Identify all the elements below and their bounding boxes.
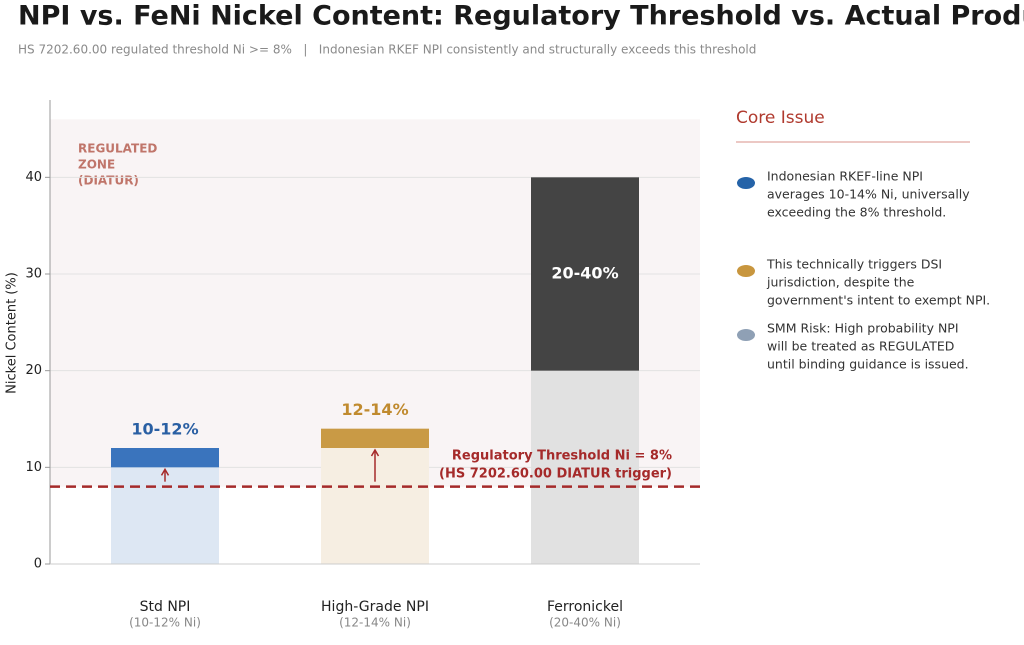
range-label: 12-14% — [341, 400, 408, 419]
range-label: 10-12% — [131, 420, 198, 439]
legend-dot — [737, 329, 755, 341]
legend-dot — [737, 265, 755, 277]
zone-label: (DIATUR) — [78, 174, 139, 188]
base-bar — [531, 370, 639, 564]
x-tick-label: Ferronickel — [547, 599, 623, 615]
panel-text: jurisdiction, despite the — [766, 275, 915, 290]
legend-dot — [737, 177, 755, 189]
zone-label: REGULATED — [78, 142, 157, 156]
threshold-label: (HS 7202.60.00 DIATUR trigger) — [439, 467, 672, 482]
range-bar — [531, 177, 639, 371]
range-bar — [111, 448, 219, 468]
panel-text: exceeding the 8% threshold. — [767, 205, 946, 220]
y-tick-label: 30 — [25, 267, 42, 282]
panel-text: until binding guidance is issued. — [767, 357, 969, 372]
y-tick-label: 20 — [25, 363, 42, 378]
panel-text: Indonesian RKEF-line NPI — [767, 169, 923, 184]
zone-label: ZONE — [78, 158, 115, 172]
range-bar — [321, 428, 429, 448]
base-bar — [111, 467, 219, 564]
arrow-head — [370, 448, 380, 457]
panel-text: averages 10-14% Ni, universally — [767, 187, 970, 202]
y-tick-label: 40 — [25, 170, 42, 185]
chart-title: NPI vs. FeNi Nickel Content: Regulatory … — [18, 1, 1024, 32]
x-tick-note: (12-14% Ni) — [339, 616, 411, 630]
panel-title: Core Issue — [736, 108, 825, 128]
x-tick-note: (20-40% Ni) — [549, 616, 621, 630]
panel-text: SMM Risk: High probability NPI — [767, 321, 959, 336]
x-tick-label: High-Grade NPI — [321, 599, 429, 615]
x-tick-note: (10-12% Ni) — [129, 616, 201, 630]
y-tick-label: 0 — [34, 557, 42, 572]
range-label: 20-40% — [551, 264, 618, 283]
panel-text: will be treated as REGULATED — [767, 339, 954, 354]
arrow-head — [160, 467, 170, 476]
x-tick-label: Std NPI — [140, 599, 191, 615]
panel-text: This technically triggers DSI — [766, 257, 942, 272]
chart-subtitle: HS 7202.60.00 regulated threshold Ni >= … — [18, 43, 756, 57]
y-tick-label: 10 — [25, 460, 42, 475]
threshold-label: Regulatory Threshold Ni = 8% — [452, 449, 672, 464]
panel-text: government's intent to exempt NPI. — [767, 293, 990, 308]
y-axis-label: Nickel Content (%) — [5, 272, 20, 394]
